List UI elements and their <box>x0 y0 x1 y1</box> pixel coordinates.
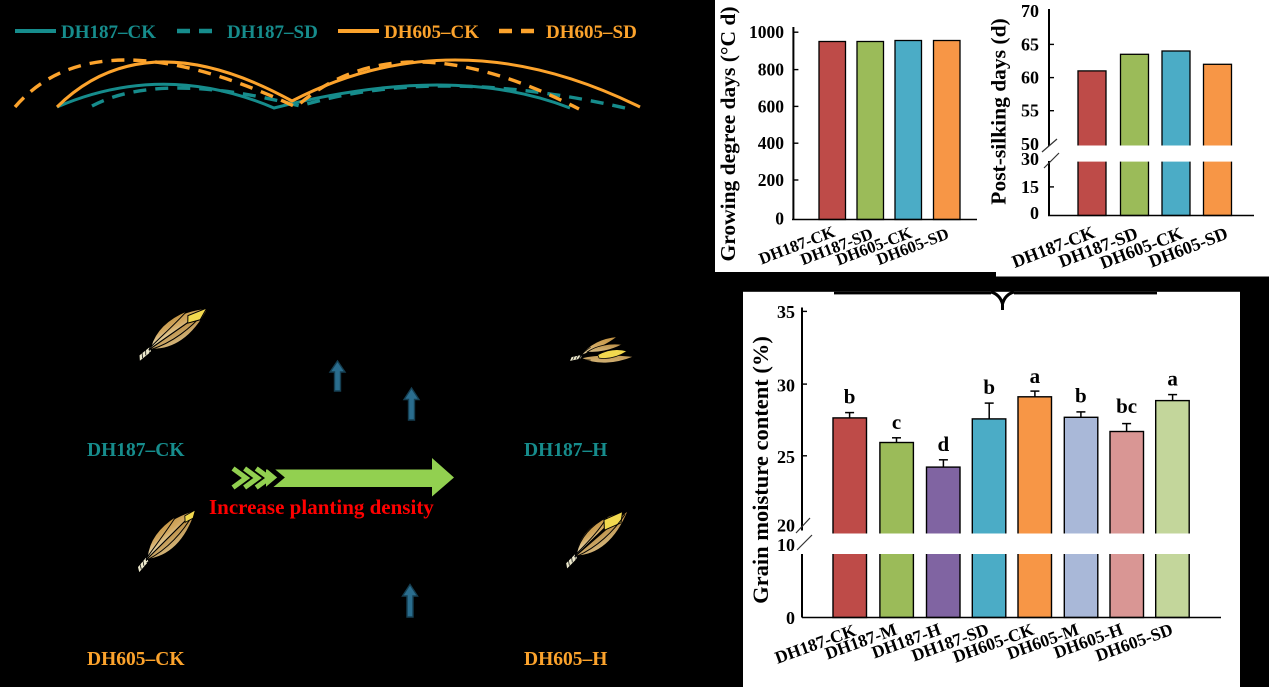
svg-text:800: 800 <box>758 60 785 80</box>
svg-text:bc: bc <box>1116 394 1137 418</box>
svg-text:b: b <box>844 385 856 409</box>
svg-text:DH605–H: DH605–H <box>524 649 607 670</box>
svg-text:70: 70 <box>1021 1 1039 21</box>
svg-text:Grain moisture content (%): Grain moisture content (%) <box>748 336 773 604</box>
svg-text:DH187–CK: DH187–CK <box>61 22 156 43</box>
svg-text:0: 0 <box>786 608 795 628</box>
svg-text:30: 30 <box>777 376 795 396</box>
svg-text:Post-silking days (d): Post-silking days (d) <box>987 18 1011 204</box>
svg-text:15: 15 <box>1021 177 1039 197</box>
svg-text:25: 25 <box>777 447 795 467</box>
svg-text:c: c <box>892 410 901 434</box>
svg-text:20: 20 <box>777 516 795 536</box>
svg-text:10: 10 <box>777 535 795 555</box>
svg-text:200: 200 <box>758 170 785 190</box>
svg-text:0: 0 <box>775 208 784 228</box>
svg-text:DH605–SD: DH605–SD <box>546 22 637 43</box>
svg-text:DH187–H: DH187–H <box>524 440 607 461</box>
svg-text:DH187–CK: DH187–CK <box>87 440 185 461</box>
svg-text:0: 0 <box>1030 203 1039 223</box>
svg-text:DH187–SD: DH187–SD <box>227 22 318 43</box>
svg-text:600: 600 <box>758 96 785 116</box>
svg-text:DH605–CK: DH605–CK <box>384 22 479 43</box>
svg-text:60: 60 <box>1021 68 1039 88</box>
svg-text:a: a <box>1167 367 1178 391</box>
svg-text:Growing degree days (°C d): Growing degree days (°C d) <box>716 6 740 261</box>
svg-text:1000: 1000 <box>749 22 784 42</box>
svg-text:400: 400 <box>758 133 785 153</box>
svg-text:b: b <box>983 375 995 399</box>
svg-text:55: 55 <box>1021 101 1039 121</box>
svg-text:35: 35 <box>777 302 795 322</box>
svg-text:30: 30 <box>1021 149 1039 169</box>
svg-text:65: 65 <box>1021 34 1039 54</box>
svg-text:d: d <box>938 432 950 456</box>
svg-text:Increase planting density: Increase planting density <box>209 495 434 519</box>
svg-text:DH605–CK: DH605–CK <box>87 649 185 670</box>
svg-text:50: 50 <box>1021 134 1039 154</box>
svg-text:a: a <box>1030 364 1041 388</box>
svg-text:b: b <box>1075 384 1087 408</box>
